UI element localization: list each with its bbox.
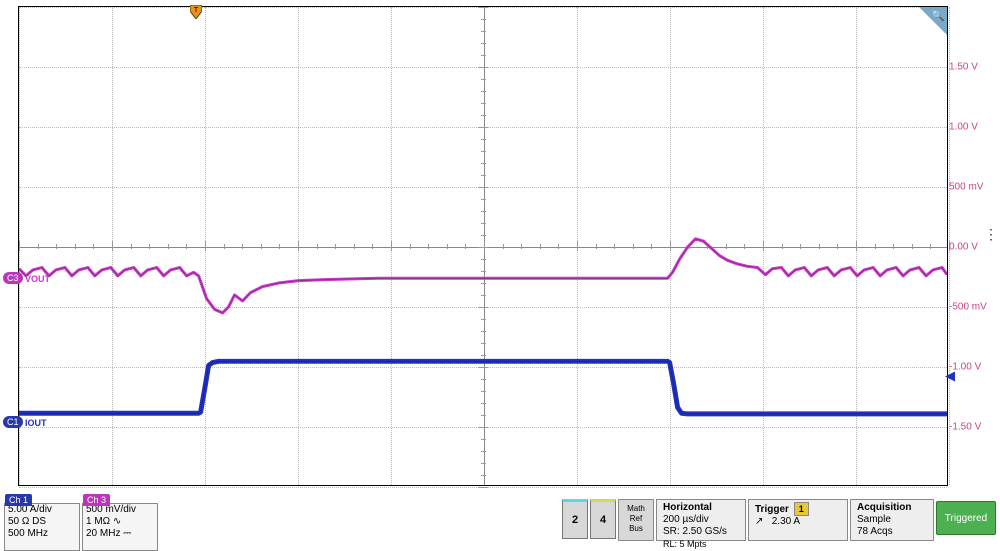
bus-label: Bus bbox=[619, 524, 653, 534]
ch1-coupling: 50 Ω DS bbox=[8, 516, 76, 528]
trigger-position-marker[interactable]: T bbox=[190, 5, 202, 19]
run-status-label: Triggered bbox=[945, 513, 987, 524]
channel-3-label: VOUT bbox=[25, 274, 50, 284]
side-handle-icon[interactable]: ⋮ bbox=[984, 232, 998, 236]
y-axis-label: 500 mV bbox=[949, 182, 991, 193]
y-axis-label: 1.50 V bbox=[949, 62, 991, 73]
math-ref-bus-button[interactable]: Math Ref Bus bbox=[618, 499, 654, 541]
channel-3-badge-text: C3 bbox=[7, 273, 19, 283]
run-status-button[interactable]: Triggered bbox=[936, 501, 996, 535]
horizontal-panel[interactable]: Horizontal 200 µs/div SR: 2.50 GS/s RL: … bbox=[656, 499, 746, 541]
channel-1-reference-arrow bbox=[945, 371, 955, 384]
trigger-edge-icon: ↗ bbox=[755, 517, 763, 528]
waveform-canvas bbox=[19, 7, 947, 485]
y-axis-label: -1.00 V bbox=[949, 362, 991, 373]
acquisition-title: Acquisition bbox=[857, 502, 927, 514]
acquisition-mode: Sample bbox=[857, 514, 927, 526]
svg-text:T: T bbox=[194, 7, 199, 14]
ch1-bandwidth: 500 MHz bbox=[8, 528, 76, 540]
channel-1-panel-header: Ch 1 bbox=[5, 494, 32, 506]
ch3-coupling: 1 MΩ ∿ bbox=[86, 516, 154, 528]
magnifier-icon[interactable]: 🔍 bbox=[931, 9, 945, 22]
horizontal-title: Horizontal bbox=[663, 502, 739, 514]
math-label: Math bbox=[619, 504, 653, 514]
trigger-panel[interactable]: Trigger 1 ↗ 2.30 A bbox=[748, 499, 848, 541]
channel-1-badge: C1 bbox=[3, 416, 23, 428]
trigger-detail: ↗ 2.30 A bbox=[755, 516, 841, 529]
y-axis-label: -1.50 V bbox=[949, 422, 991, 433]
trigger-title: Trigger 1 bbox=[755, 502, 841, 516]
channel-3-panel[interactable]: Ch 3 500 mV/div 1 MΩ ∿ 20 MHz ⎓ bbox=[82, 503, 158, 551]
horizontal-scale: 200 µs/div bbox=[663, 514, 739, 526]
channel-1-badge-text: C1 bbox=[7, 417, 19, 427]
oscilloscope-graticule: 1.50 V1.00 V500 mV0.00 V-500 mV-1.00 V-1… bbox=[18, 6, 948, 486]
y-axis-label: 0.00 V bbox=[949, 242, 991, 253]
acquisition-count: 78 Acqs bbox=[857, 526, 927, 538]
channel-1-panel[interactable]: Ch 1 5.00 A/div 50 Ω DS 500 MHz bbox=[4, 503, 80, 551]
trigger-source-badge: 1 bbox=[794, 502, 809, 516]
ref-label: Ref bbox=[619, 514, 653, 524]
y-axis-label: -500 mV bbox=[949, 302, 991, 313]
channel-3-panel-header: Ch 3 bbox=[83, 494, 110, 506]
channel-2-button-label: 2 bbox=[572, 514, 578, 526]
channel-4-button-label: 4 bbox=[600, 514, 606, 526]
channel-1-label: IOUT bbox=[25, 418, 47, 428]
trigger-level: 2.30 A bbox=[772, 516, 800, 527]
channel-4-button[interactable]: 4 bbox=[590, 499, 616, 539]
y-axis-label: 1.00 V bbox=[949, 122, 991, 133]
bottom-readout-bar: Ch 1 5.00 A/div 50 Ω DS 500 MHz Ch 3 500… bbox=[4, 495, 996, 545]
channel-3-badge: C3 bbox=[3, 272, 23, 284]
trigger-title-text: Trigger bbox=[755, 504, 789, 515]
channel-2-button[interactable]: 2 bbox=[562, 499, 588, 539]
horizontal-sample-rate: SR: 2.50 GS/s bbox=[663, 526, 739, 538]
horizontal-record-length: RL: 5 Mpts bbox=[663, 538, 739, 550]
ch3-bandwidth: 20 MHz ⎓ bbox=[86, 528, 154, 540]
acquisition-panel[interactable]: Acquisition Sample 78 Acqs bbox=[850, 499, 934, 541]
